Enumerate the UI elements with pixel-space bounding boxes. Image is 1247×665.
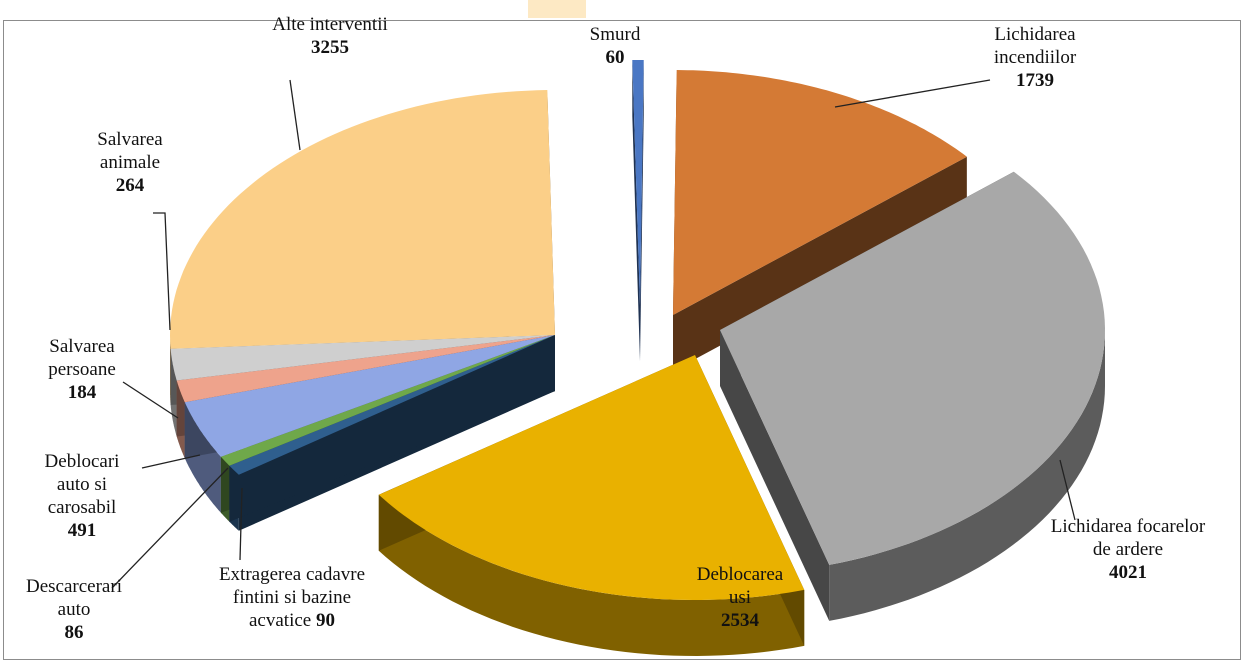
slice-label-descarcerari-auto: auto — [58, 599, 91, 620]
slice-descarcerari-auto — [220, 335, 555, 466]
leader-descarcerari-auto — [111, 467, 229, 589]
leader-deblocari-auto-si-carosabil — [141, 454, 201, 469]
slice-label-salvarea-persoane: Salvarea — [49, 336, 115, 357]
slice-wall-smurd — [632, 60, 640, 361]
slice-extragerea-cadavre-fintini-si-bazine-acvatice — [229, 335, 555, 475]
slice-wall-smurd — [640, 60, 644, 362]
slice-tops — [170, 60, 1105, 600]
slice-side-deblocarea-usi — [378, 494, 805, 656]
slice-label-smurd: Smurd — [590, 24, 641, 45]
slice-deblocari-auto-si-carosabil — [184, 335, 556, 457]
slice-label-extragerea-cadavre-fintini-si-bazine-acvatice: Extragerea cadavre — [219, 564, 365, 585]
slice-label-lichidarea-incendiilor: incendiilor — [994, 47, 1077, 68]
leader-extragerea-cadavre-fintini-si-bazine-acvatice — [239, 487, 243, 561]
slice-value-extragerea-cadavre-fintini-si-bazine-acvatice: 90 — [311, 610, 335, 631]
slice-value-descarcerari-auto: 86 — [65, 622, 84, 643]
slice-value-alte-interventii: 3255 — [311, 37, 349, 58]
slice-lichidarea-incendiilor — [673, 70, 967, 315]
leader-alte-interventii — [289, 79, 301, 151]
slice-alte-interventii — [170, 90, 555, 349]
slice-value-smurd: 60 — [606, 47, 625, 68]
slice-side-alte-interventii — [170, 335, 171, 405]
slice-side-lichidarea-focarelor-de-ardere — [829, 330, 1105, 621]
slice-salvarea-persoane — [176, 335, 555, 403]
slice-label-extragerea-cadavre-fintini-si-bazine-acvatice: acvatice 90 — [249, 610, 335, 631]
slice-label-salvarea-persoane: persoane — [48, 359, 116, 380]
slice-value-deblocarea-usi: 2534 — [721, 610, 760, 631]
slice-label-extragerea-cadavre-fintini-si-bazine-acvatice: fintini si bazine — [233, 587, 351, 608]
slice-deblocarea-usi — [378, 355, 805, 600]
slice-label-lichidarea-incendiilor: Lichidarea — [994, 24, 1076, 45]
slice-label-deblocari-auto-si-carosabil: auto si — [57, 474, 107, 495]
slice-label-lichidarea-focarelor-de-ardere: Lichidarea focarelor — [1051, 516, 1206, 537]
title-tab — [528, 0, 586, 18]
slice-label-salvarea-animale: animale — [100, 152, 160, 173]
slice-wall-lichidarea-focarelor-de-ardere — [720, 330, 830, 621]
slice-label-descarcerari-auto: Descarcerari — [26, 576, 122, 597]
slice-value-deblocari-auto-si-carosabil: 491 — [68, 520, 97, 541]
slice-label-deblocarea-usi: Deblocarea — [697, 564, 784, 585]
slice-label-deblocari-auto-si-carosabil: carosabil — [48, 497, 117, 518]
slice-lichidarea-focarelor-de-ardere — [720, 171, 1105, 565]
slice-salvarea-animale — [170, 335, 555, 381]
slice-value-salvarea-animale: 264 — [116, 175, 145, 196]
slice-label-deblocarea-usi: usi — [729, 587, 751, 608]
leader-salvarea-persoane — [122, 381, 179, 419]
slice-label-alte-interventii: Alte interventii — [272, 14, 388, 35]
slice-wall-extragerea-cadavre-fintini-si-bazine-acvatice — [229, 335, 555, 522]
slice-label-lichidarea-focarelor-de-ardere: de ardere — [1093, 539, 1163, 560]
slice-label-salvarea-animale: Salvarea — [97, 129, 163, 150]
slice-value-salvarea-persoane: 184 — [68, 382, 97, 403]
slice-label-deblocari-auto-si-carosabil: Deblocari — [45, 451, 120, 472]
slice-value-lichidarea-focarelor-de-ardere: 4021 — [1109, 562, 1147, 583]
slice-smurd — [632, 60, 644, 305]
leader-lichidarea-focarelor-de-ardere — [1059, 459, 1076, 521]
leader-salvarea-animale — [153, 212, 171, 331]
leader-lichidarea-incendiilor — [834, 79, 991, 108]
slice-value-lichidarea-incendiilor: 1739 — [1016, 70, 1054, 91]
leader-lines — [111, 79, 1076, 589]
